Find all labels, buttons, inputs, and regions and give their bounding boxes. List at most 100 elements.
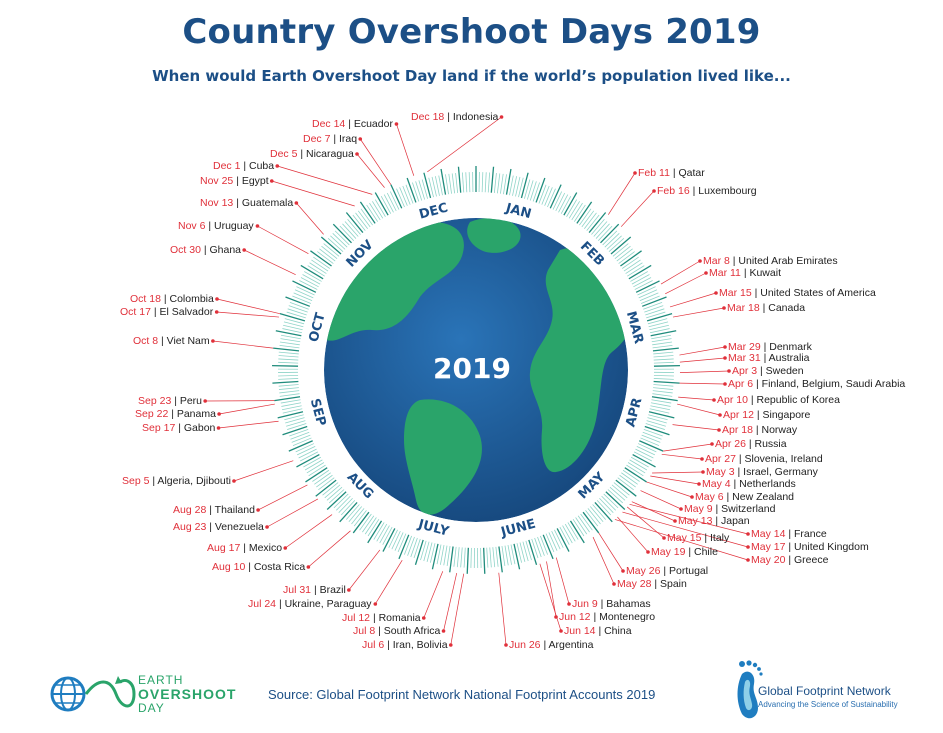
entry-country: | Cuba	[240, 160, 274, 172]
entry-dot	[203, 399, 207, 403]
day-tick	[650, 405, 671, 411]
entry-dot	[448, 643, 453, 647]
month-label-apr: APR	[623, 396, 645, 428]
day-tick	[272, 364, 299, 367]
day-tick	[272, 380, 299, 384]
day-tick	[383, 194, 394, 213]
entry-label: Sep 5 | Algeria, Djibouti	[122, 475, 231, 487]
page-subtitle: When would Earth Overshoot Day land if t…	[152, 67, 791, 85]
day-tick	[299, 451, 319, 462]
day-tick	[430, 543, 436, 563]
day-tick	[404, 535, 412, 555]
entry-date: Apr 10	[717, 394, 748, 406]
day-tick	[613, 482, 630, 496]
entry-dot	[710, 442, 714, 446]
entry-dot	[358, 137, 363, 141]
day-tick	[608, 238, 625, 252]
day-tick	[572, 518, 585, 537]
day-tick	[586, 214, 600, 231]
day-tick	[647, 318, 668, 325]
entry-date: Apr 27	[705, 453, 736, 465]
day-tick	[317, 251, 334, 264]
day-tick	[634, 280, 653, 290]
entry-label: May 20 | Greece	[751, 554, 829, 566]
day-tick	[318, 477, 335, 491]
entry-dot	[214, 310, 219, 314]
entry-label: Aug 28 | Thailand	[173, 504, 255, 516]
day-tick	[549, 184, 562, 209]
entry-label: Sep 22 | Panama	[135, 408, 216, 420]
gfn-footprint-logo	[737, 660, 763, 719]
day-tick	[531, 538, 539, 559]
day-tick	[347, 219, 361, 235]
entry-leader-line	[546, 561, 557, 618]
entry-country: | Argentina	[541, 639, 594, 651]
entry-date: Sep 5	[122, 475, 150, 487]
entry-leader-line	[646, 481, 693, 498]
entry-country: | Russia	[746, 438, 787, 450]
eo-logo-text: EARTH OVERSHOOT DAY	[138, 673, 236, 715]
day-tick	[562, 525, 573, 544]
entry-leader-line	[678, 396, 715, 401]
day-tick	[630, 456, 649, 468]
entry-country: | Netherlands	[731, 478, 796, 490]
day-tick	[440, 545, 445, 565]
country-entry: Oct 30 | Ghana	[170, 244, 296, 275]
day-tick	[651, 334, 671, 340]
day-tick	[509, 175, 514, 196]
day-tick	[585, 510, 599, 527]
day-tick	[470, 547, 472, 568]
entry-leader-line	[271, 180, 355, 207]
day-tick	[653, 384, 674, 387]
entry-date: Apr 12	[723, 409, 754, 421]
day-tick	[632, 453, 656, 468]
day-tick	[457, 166, 462, 193]
entry-date: Apr 18	[722, 424, 753, 436]
entry-leader-line	[356, 153, 385, 188]
entry-leader-line	[679, 346, 726, 356]
country-entry: Jul 6 | Iran, Bolivia	[362, 573, 465, 651]
day-tick	[480, 547, 482, 568]
entry-label: Jul 6 | Iran, Bolivia	[362, 639, 448, 651]
day-tick	[588, 212, 607, 233]
globe-land-south-america	[404, 399, 482, 515]
country-entry: Nov 13 | Guatemala	[200, 197, 324, 235]
day-tick	[415, 181, 423, 201]
entry-label: Oct 17 | El Salvador	[120, 306, 214, 318]
day-tick	[434, 176, 440, 196]
entry-dot	[256, 508, 260, 512]
day-tick	[405, 184, 414, 204]
entry-leader-line	[244, 249, 296, 275]
entry-label: Mar 8 | United Arab Emirates	[703, 255, 838, 267]
entry-leader-line	[555, 557, 570, 605]
entry-country: | Brazil	[311, 584, 346, 596]
day-tick	[394, 532, 404, 551]
entry-date: Apr 26	[715, 438, 746, 450]
day-tick	[571, 202, 583, 221]
country-entry: May 28 | Spain	[592, 536, 687, 590]
day-tick	[541, 185, 550, 205]
entry-leader-line	[257, 484, 308, 511]
day-tick	[279, 393, 300, 397]
country-entry: Sep 23 | Peru	[138, 395, 275, 407]
entry-country: | Romania	[370, 612, 421, 624]
day-tick	[652, 344, 673, 349]
day-tick	[626, 464, 644, 477]
country-entry: Nov 6 | Uruguay	[178, 220, 309, 254]
country-entry: Jul 12 | Romania	[342, 571, 444, 624]
entry-dot	[217, 412, 221, 416]
entry-date: Nov 25	[200, 175, 233, 187]
entry-label: Jun 26 | Argentina	[509, 639, 594, 651]
day-tick	[355, 212, 369, 229]
day-tick	[542, 534, 554, 560]
day-tick	[651, 396, 678, 402]
day-tick	[648, 411, 675, 419]
entry-dot	[265, 525, 269, 529]
day-tick	[652, 341, 673, 346]
entry-date: May 13	[678, 515, 713, 527]
entry-dot	[559, 629, 563, 633]
entry-country: | Luxembourg	[690, 185, 757, 197]
entry-label: Jul 24 | Ukraine, Paraguay	[248, 598, 372, 610]
day-tick	[309, 262, 327, 274]
day-tick	[525, 540, 532, 561]
